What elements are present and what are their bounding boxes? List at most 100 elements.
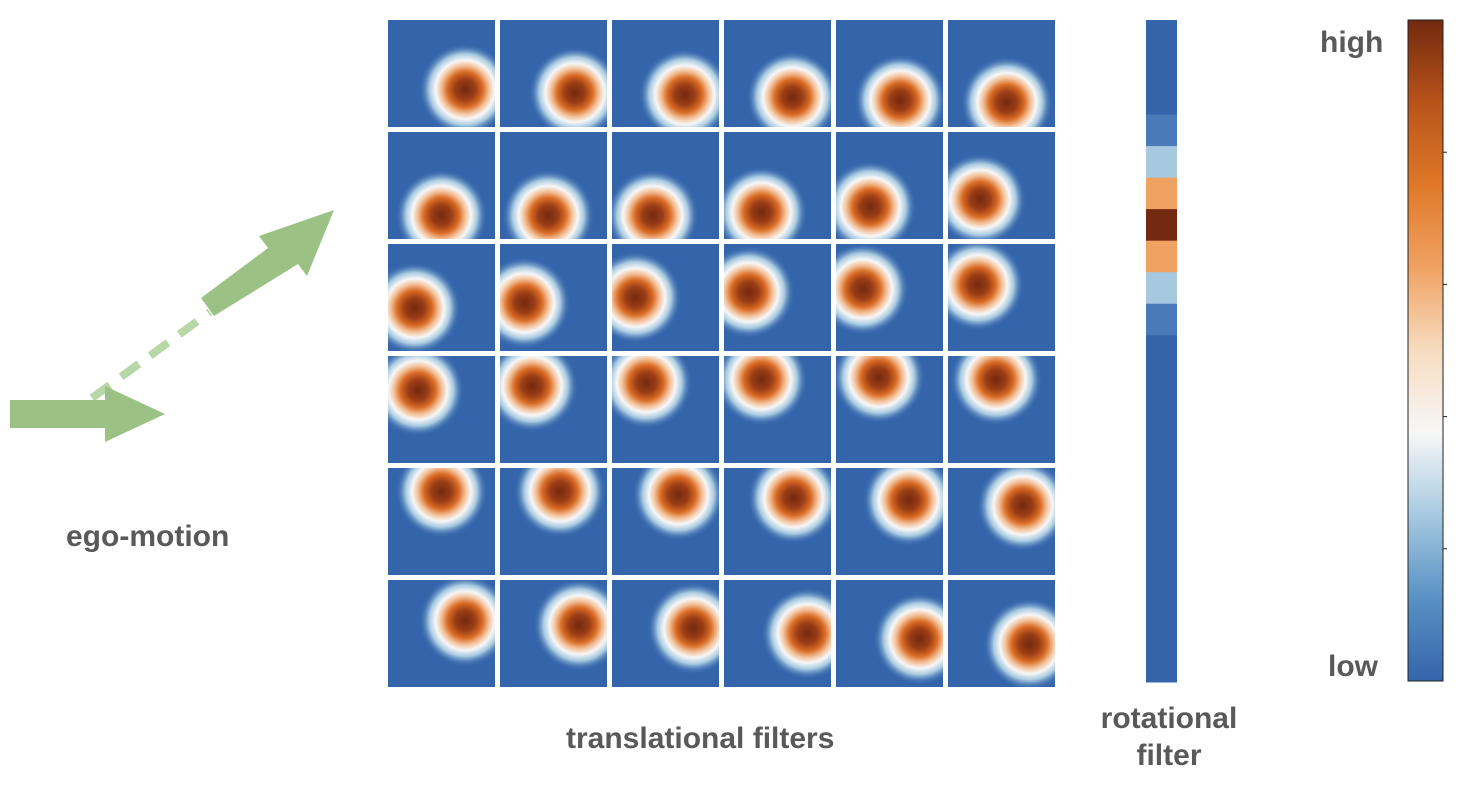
filter-blob (533, 580, 607, 671)
rotational-cell (1146, 146, 1177, 179)
rotational-cell (1146, 524, 1177, 557)
filter-tile (948, 132, 1055, 239)
filter-blob (960, 56, 1053, 127)
filter-tile (724, 468, 831, 575)
filter-blob (747, 468, 831, 544)
filter-blob (647, 582, 719, 675)
filter-blob (388, 262, 461, 351)
filter-tile (388, 356, 495, 463)
filter-blob (836, 160, 917, 239)
translational-filter-grid (388, 20, 1055, 687)
colorbar-low-label: low (1328, 650, 1378, 683)
filter-blob (948, 153, 1027, 239)
ego-motion-label: ego-motion (66, 520, 230, 553)
translational-filters-label: translational filters (566, 722, 835, 755)
filter-tile (836, 132, 943, 239)
filter-blob (612, 356, 693, 429)
filter-blob (724, 166, 808, 239)
filter-blob (419, 43, 495, 127)
rotational-cell (1146, 272, 1177, 305)
rotational-cell (1146, 492, 1177, 525)
filter-tile (612, 468, 719, 575)
rotational-cell (1146, 20, 1177, 53)
rotational-cell (1146, 650, 1177, 683)
colorbar-ticks (1443, 151, 1447, 550)
filter-blob (873, 592, 943, 685)
filter-blob (612, 251, 682, 344)
filter-blob (513, 468, 606, 538)
filter-blob (724, 246, 795, 339)
rotational-cell (1146, 114, 1177, 147)
filter-tile (388, 132, 495, 239)
filter-blob (612, 169, 699, 239)
filter-tile (948, 580, 1055, 687)
rotational-cell (1146, 303, 1177, 336)
filter-blob (500, 356, 579, 432)
filter-tile (948, 356, 1055, 463)
filter-tile (836, 20, 943, 127)
filter-blob (746, 51, 831, 127)
filter-tile (388, 244, 495, 351)
rotational-cell (1146, 618, 1177, 651)
straight-arrow-icon (10, 386, 165, 442)
filter-tile (612, 356, 719, 463)
filter-tile (500, 356, 607, 463)
filter-blob (836, 244, 909, 335)
filter-tile (948, 468, 1055, 575)
filter-tile (388, 20, 495, 127)
filter-blob (761, 587, 831, 680)
rotational-cell (1146, 398, 1177, 431)
filter-tile (500, 468, 607, 575)
filter-tile (724, 20, 831, 127)
colorbar (1407, 19, 1447, 682)
rotational-cell (1146, 366, 1177, 399)
filter-blob (724, 356, 808, 426)
rotational-cell (1146, 429, 1177, 462)
filter-tile (500, 132, 607, 239)
filter-blob (638, 48, 719, 127)
filter-blob (395, 468, 488, 538)
filter-blob (862, 468, 943, 547)
dashed-motion-line (89, 308, 213, 402)
diagonal-arrow-icon (201, 210, 334, 316)
filter-tile (836, 580, 943, 687)
filter-blob (976, 468, 1055, 552)
filter-tile (724, 356, 831, 463)
filter-blob (836, 356, 925, 424)
filter-blob (632, 468, 719, 541)
rotational-label-line2: filter (1136, 739, 1202, 772)
rotational-filter-label: rotational filter (1094, 700, 1244, 774)
filter-tile (388, 468, 495, 575)
filter-tile (500, 244, 607, 351)
filter-blob (388, 356, 464, 437)
filter-blob (419, 580, 495, 667)
filter-tile (500, 580, 607, 687)
filter-tile (724, 580, 831, 687)
rotational-cell (1146, 587, 1177, 620)
rotational-cell (1146, 555, 1177, 588)
filter-tile (836, 356, 943, 463)
filter-blob (854, 54, 943, 127)
rotational-cell (1146, 83, 1177, 116)
filter-tile (612, 244, 719, 351)
filter-tile (948, 20, 1055, 127)
rotational-cell (1146, 240, 1177, 273)
filter-blob (395, 169, 488, 239)
filter-tile (836, 468, 943, 575)
filter-tile (612, 20, 719, 127)
filter-blob (500, 256, 571, 349)
rotational-cell (1146, 51, 1177, 84)
rotational-cell (1146, 177, 1177, 210)
filter-tile (724, 132, 831, 239)
filter-tile (836, 244, 943, 351)
filter-blob (528, 46, 607, 127)
colorbar-fill (1407, 19, 1444, 682)
filter-tile (612, 132, 719, 239)
filter-tile (724, 244, 831, 351)
filter-tile (948, 244, 1055, 351)
rotational-cell (1146, 461, 1177, 494)
rotational-cell (1146, 335, 1177, 368)
filter-tile (500, 20, 607, 127)
rotational-cell (1146, 209, 1177, 242)
